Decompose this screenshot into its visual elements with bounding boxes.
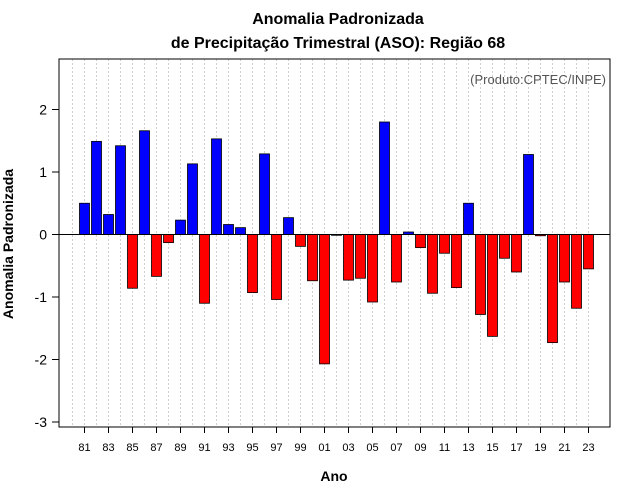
x-tick-label: 85	[126, 442, 138, 454]
chart-title-line2: de Precipitação Trimestral (ASO): Região…	[171, 35, 505, 52]
bar	[475, 234, 486, 315]
x-tick-label: 13	[462, 442, 474, 454]
bar	[343, 234, 354, 281]
y-tick-label: -2	[35, 352, 48, 368]
x-tick-label: 05	[366, 442, 378, 454]
x-tick-label: 07	[390, 442, 402, 454]
source-annotation: (Produto:CPTEC/INPE)	[470, 72, 606, 87]
x-tick-label: 23	[582, 442, 594, 454]
bar	[271, 234, 282, 300]
bar	[235, 227, 246, 235]
bar	[199, 234, 210, 304]
bar	[439, 234, 450, 254]
bar	[115, 145, 126, 235]
x-tick-label: 11	[439, 442, 450, 454]
x-tick-label: 15	[486, 442, 498, 454]
bar	[463, 202, 474, 235]
y-axis-label: Anomalia Padronizada	[0, 169, 16, 319]
bar	[283, 217, 294, 235]
bar	[511, 234, 522, 273]
x-tick-label: 87	[150, 442, 162, 454]
x-tick-label: 91	[198, 442, 210, 454]
x-tick-label: 01	[318, 442, 330, 454]
bar	[547, 234, 558, 344]
plot-frame	[58, 58, 611, 428]
bar	[559, 234, 570, 283]
x-tick-label: 21	[558, 442, 570, 454]
bar	[139, 130, 150, 235]
bar	[499, 234, 510, 259]
y-tick-label: -3	[35, 414, 48, 430]
x-axis-label: Ano	[320, 468, 347, 484]
x-tick-label: 81	[78, 442, 90, 454]
bar	[583, 234, 594, 270]
x-tick-label: 99	[294, 442, 306, 454]
x-tick-label: 83	[102, 442, 114, 454]
bar	[355, 234, 366, 279]
bar	[523, 154, 534, 235]
y-tick-label: 0	[39, 227, 47, 243]
bar	[187, 163, 198, 235]
bar	[415, 234, 426, 249]
bars-group	[79, 121, 594, 365]
bar	[307, 234, 318, 282]
x-tick-label: 95	[246, 442, 258, 454]
bar	[391, 234, 402, 283]
bar	[427, 234, 438, 294]
bar	[163, 234, 174, 244]
y-tick-label: -1	[35, 289, 48, 305]
bar	[127, 234, 138, 289]
x-tick-label: 09	[414, 442, 426, 454]
x-tick-label: 93	[222, 442, 234, 454]
y-tick-label: 2	[39, 102, 47, 118]
bar	[319, 234, 330, 365]
bar	[367, 234, 378, 303]
bar	[247, 234, 258, 294]
y-axis: -3 -2 -1 0 1 2	[35, 102, 59, 430]
x-tick-label: 89	[174, 442, 186, 454]
y-tick-label: 1	[39, 164, 47, 180]
bar	[259, 153, 270, 235]
bar	[79, 202, 90, 235]
bar	[571, 234, 582, 309]
x-tick-label: 17	[510, 442, 522, 454]
bar	[379, 121, 390, 235]
x-tick-label: 97	[270, 442, 282, 454]
x-tick-label: 19	[534, 442, 546, 454]
bar	[211, 138, 222, 235]
x-axis: 81 83 85 87 89 91 93 95 97 99 01 03 05 07 09 11 13 15 17 19…	[78, 427, 595, 454]
bar	[175, 219, 186, 235]
chart-title-line1: Anomalia Padronizada	[252, 11, 424, 28]
bar	[487, 234, 498, 337]
x-tick-label: 03	[342, 442, 354, 454]
bar	[91, 140, 102, 235]
bar	[151, 234, 162, 277]
bar	[451, 234, 462, 289]
bar	[223, 224, 234, 235]
bar	[103, 214, 114, 235]
bar	[295, 234, 306, 247]
